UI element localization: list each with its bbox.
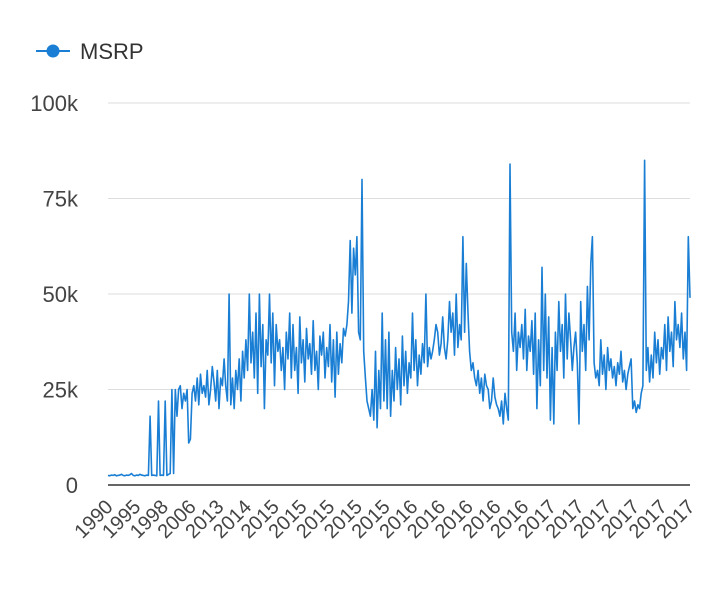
y-tick-label: 0 [66, 473, 78, 498]
y-tick-label: 75k [43, 187, 79, 212]
series-line-msrp [107, 159, 691, 477]
y-tick-label: 100k [30, 91, 79, 116]
series-group [107, 159, 691, 477]
legend-dot-marker [46, 44, 60, 58]
gridlines [108, 102, 690, 390]
y-tick-label: 50k [43, 282, 79, 307]
x-axis-ticks: 1990199519982006201320142015201520152015… [71, 496, 700, 543]
legend-label-msrp: MSRP [80, 39, 144, 64]
y-tick-label: 25k [43, 378, 79, 403]
y-axis-ticks: 0 25k 50k 75k 100k [30, 91, 79, 498]
legend[interactable]: MSRP [36, 39, 144, 64]
